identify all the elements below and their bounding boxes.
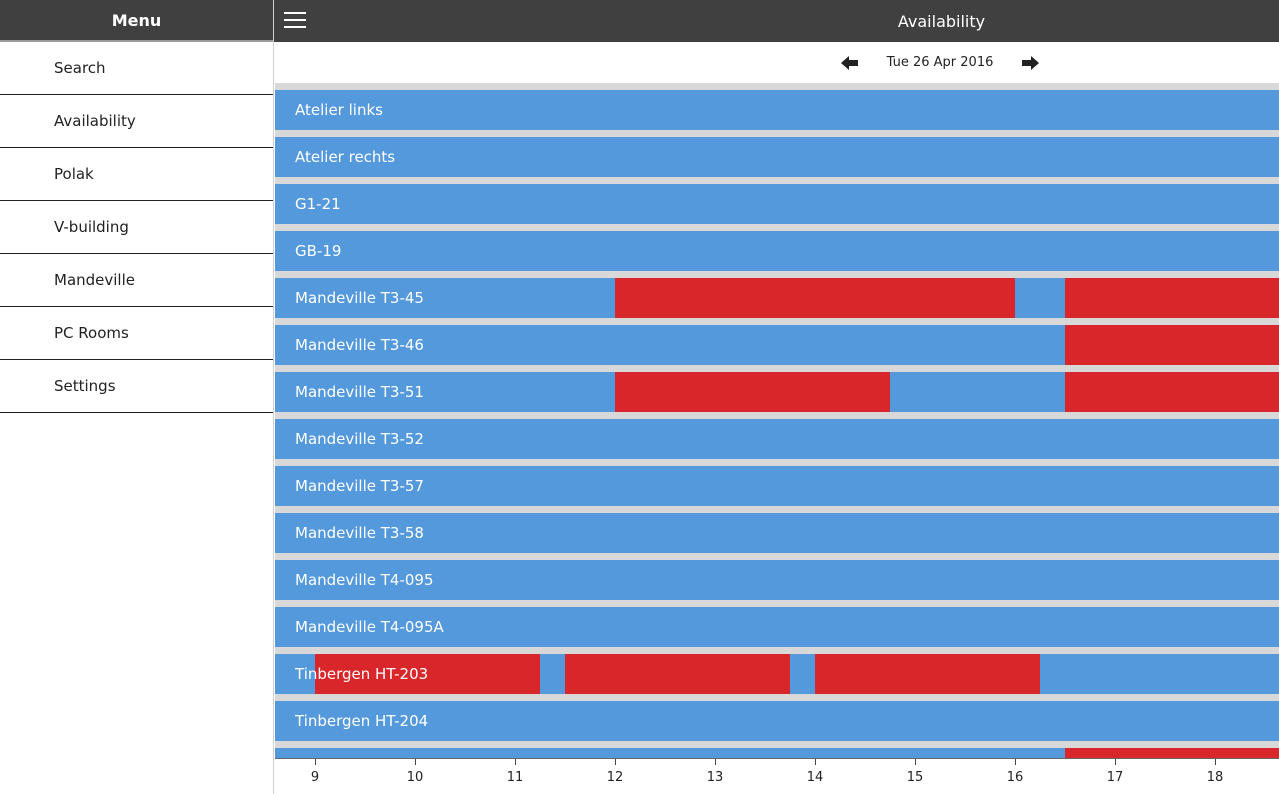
axis-tick [515,759,516,765]
room-row[interactable]: Mandeville T4-095 [275,560,1279,600]
page-title: Availability [274,0,1279,42]
availability-timeline: Atelier links Atelier rechts G1-21 GB-19 Man… [275,83,1279,758]
axis-tick-label: 9 [310,770,320,785]
page-title-text: Availability [897,11,986,31]
axis-tick-label: 13 [706,770,724,785]
busy-block [1065,748,1279,758]
room-name: Mandeville T3-57 [295,477,424,495]
room-name: G1-21 [295,195,341,213]
axis-tick-label: 17 [1106,770,1124,785]
sidebar-item-label: Mandeville [54,271,135,289]
axis-tick-label: 15 [906,770,924,785]
sidebar-item-mandeville[interactable]: Mandeville [0,254,273,307]
room-row[interactable]: G1-21 [275,184,1279,224]
axis-tick-label: 10 [406,770,424,785]
arrow-left-icon[interactable] [841,55,859,71]
room-row[interactable]: Mandeville T3-46 [275,325,1279,365]
room-row[interactable]: Mandeville T4-095A [275,607,1279,647]
room-name: Atelier rechts [295,148,396,166]
axis-tick [815,759,816,765]
room-name: Mandeville T4-095A [295,618,444,636]
room-row[interactable]: Atelier rechts [275,137,1279,177]
room-row[interactable]: Mandeville T3-58 [275,513,1279,553]
busy-block [1065,372,1279,412]
room-name: Atelier links [295,101,383,119]
current-date: Tue 26 Apr 2016 [886,55,994,70]
sidebar-item-label: Settings [54,377,116,395]
room-row[interactable]: Mandeville T3-52 [275,419,1279,459]
room-name: Tinbergen HT-204 [295,712,429,730]
hamburger-icon[interactable] [284,12,306,30]
busy-block [1065,278,1279,318]
axis-tick-label: 12 [606,770,624,785]
axis-tick-label: 16 [1006,770,1024,785]
sidebar-item-pc-rooms[interactable]: PC Rooms [0,307,273,360]
room-name: Mandeville T4-095 [295,571,434,589]
sidebar: Menu Search Availability Polak V-building Ma… [0,0,274,794]
room-name: Tinbergen HT-203 [295,665,429,683]
busy-block [815,654,1040,694]
axis-tick [915,759,916,765]
axis-tick [415,759,416,765]
sidebar-item-label: Search [54,59,106,77]
room-row[interactable]: Atelier links [275,90,1279,130]
top-bar: Availability [274,0,1279,42]
axis-tick [715,759,716,765]
busy-block [315,654,540,694]
axis-tick [315,759,316,765]
axis-tick [1115,759,1116,765]
date-navigation: Tue 26 Apr 2016 [275,42,1279,83]
axis-tick-label: 11 [506,770,524,785]
axis-tick-label: 18 [1206,770,1224,785]
arrow-right-icon[interactable] [1021,55,1039,71]
room-row[interactable]: GB-19 [275,231,1279,271]
busy-block [615,278,1015,318]
room-row[interactable]: Mandeville T3-57 [275,466,1279,506]
axis-tick [615,759,616,765]
busy-block [1065,325,1279,365]
sidebar-item-availability[interactable]: Availability [0,95,273,148]
busy-block [615,372,890,412]
sidebar-item-polak[interactable]: Polak [0,148,273,201]
room-name: Mandeville T3-45 [295,289,424,307]
busy-block [565,654,790,694]
room-name: Mandeville T3-52 [295,430,424,448]
sidebar-item-label: V-building [54,218,129,236]
room-name: Mandeville T3-51 [295,383,424,401]
sidebar-item-label: Polak [54,165,94,183]
room-name: GB-19 [295,242,342,260]
room-row[interactable]: Tinbergen HT-204 [275,701,1279,741]
sidebar-item-label: PC Rooms [54,324,129,342]
sidebar-item-label: Availability [54,112,136,130]
room-row[interactable] [275,748,1279,758]
axis-tick [1015,759,1016,765]
room-row[interactable]: Mandeville T3-45 [275,278,1279,318]
sidebar-item-v-building[interactable]: V-building [0,201,273,254]
room-row[interactable]: Tinbergen HT-203 [275,654,1279,694]
time-axis: 9 10 11 12 13 14 15 16 17 18 [275,758,1279,794]
axis-tick-label: 14 [806,770,824,785]
sidebar-item-settings[interactable]: Settings [0,360,273,413]
sidebar-item-search[interactable]: Search [0,42,273,95]
room-name: Mandeville T3-58 [295,524,424,542]
sidebar-title: Menu [0,0,273,42]
room-row[interactable]: Mandeville T3-51 [275,372,1279,412]
room-name: Mandeville T3-46 [295,336,424,354]
axis-tick [1215,759,1216,765]
menu-list: Search Availability Polak V-building Mandevi… [0,42,273,413]
